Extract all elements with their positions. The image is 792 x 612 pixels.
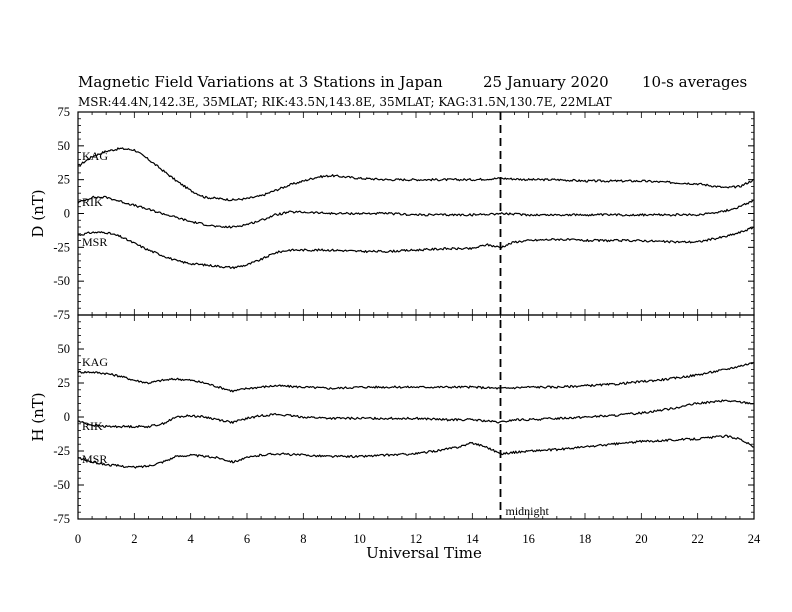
x-axis-label: Universal Time	[366, 544, 482, 562]
series-line-H-rik	[77, 399, 755, 429]
x-tick-label: 20	[635, 532, 648, 546]
y-tick-label-D: -75	[53, 308, 70, 322]
y-tick-label-H: 50	[58, 342, 71, 356]
y-tick-label-D: 75	[58, 105, 71, 119]
x-tick-label: 24	[748, 532, 761, 546]
y-tick-label-H: 0	[64, 410, 70, 424]
series-line-H-kag	[77, 362, 755, 393]
y-tick-label-D: 50	[58, 139, 71, 153]
y-tick-label-D: -50	[53, 274, 70, 288]
y-tick-label-D: -25	[53, 240, 70, 254]
y-axis-label-D: D (nT)	[29, 189, 47, 237]
series-line-D-rik	[77, 195, 755, 229]
x-tick-label: 2	[131, 532, 137, 546]
x-tick-label: 4	[188, 532, 195, 546]
x-tick-label: 22	[691, 532, 704, 546]
x-tick-label: 12	[410, 532, 423, 546]
chart-date: 25 January 2020	[483, 73, 609, 91]
y-tick-label-D: 25	[58, 173, 71, 187]
y-tick-label-H: 25	[58, 376, 71, 390]
series-line-H-msr	[77, 434, 755, 469]
series-line-D-msr	[77, 226, 755, 270]
series-label-H-msr: MSR	[82, 452, 107, 466]
series-label-D-kag: KAG	[82, 149, 108, 163]
y-tick-label-H: -75	[53, 512, 70, 526]
x-tick-label: 16	[522, 532, 535, 546]
x-tick-label: 10	[353, 532, 366, 546]
x-tick-label: 14	[466, 532, 479, 546]
y-tick-label-H: -50	[53, 478, 70, 492]
panels-group: 75 50 25 0 -25 -50 -75 D (nT) KAG RIK MSR 50 25 0 -25 -…	[29, 105, 761, 546]
x-tick-label: 0	[75, 532, 81, 546]
series-label-H-rik: RIK	[82, 419, 103, 433]
series-label-H-kag: KAG	[82, 355, 108, 369]
series-label-D-msr: MSR	[82, 235, 107, 249]
y-tick-label-H: -25	[53, 444, 70, 458]
x-tick-label: 6	[244, 532, 250, 546]
chart-averaging: 10-s averages	[642, 73, 747, 91]
series-label-D-rik: RIK	[82, 195, 103, 209]
stations-info: MSR:44.4N,142.3E, 35MLAT; RIK:43.5N,143.…	[78, 95, 612, 109]
midnight-label: midnight	[506, 504, 550, 518]
x-tick-label: 8	[300, 532, 306, 546]
series-line-D-kag	[77, 147, 755, 202]
x-tick-label: 18	[579, 532, 592, 546]
y-axis-label-H: H (nT)	[29, 392, 47, 441]
y-tick-label-D: 0	[64, 207, 70, 221]
chart-title: Magnetic Field Variations at 3 Stations …	[78, 73, 443, 91]
panel-frame-D	[77, 111, 755, 316]
